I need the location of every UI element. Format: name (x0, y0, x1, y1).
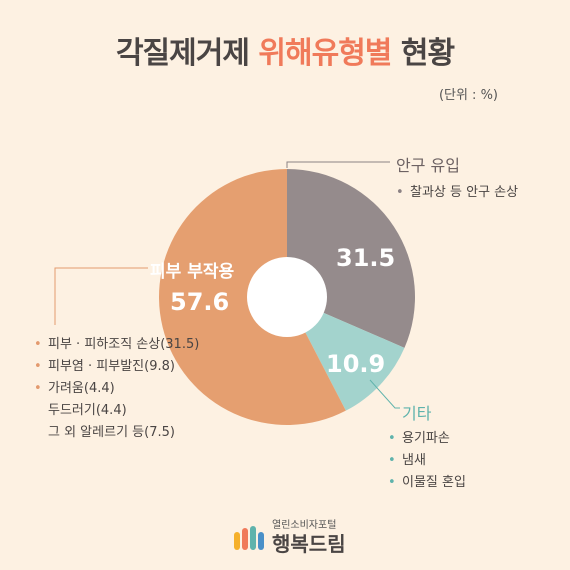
list-item: • 용기파손 (388, 428, 466, 450)
list-item: • 이물질 혼입 (388, 472, 466, 494)
eye-category-title: 안구 유입 (396, 156, 460, 175)
brand-name: 행복드림 (272, 532, 346, 556)
chart-title: 각질제거제 위해유형별 현황 (0, 28, 570, 72)
other-category-title: 기타 (402, 404, 432, 423)
skin-detail-list: • 피부 · 피하조직 손상(31.5) • 피부염 · 피부발진(9.8) •… (34, 334, 199, 444)
eye-value-label: 31.5 (336, 244, 396, 272)
title-suffix: 현황 (400, 36, 455, 71)
title-prefix: 각질제거제 (115, 36, 250, 71)
bullet-icon: • (34, 359, 42, 374)
list-item: 두드러기(4.4) (48, 403, 127, 418)
leader-line-eye (286, 161, 390, 168)
other-detail-list: • 용기파손 • 냄새 • 이물질 혼입 (388, 428, 466, 494)
slice-other (287, 297, 405, 411)
brand-subtitle: 열린소비자포털 (272, 520, 337, 531)
list-item: • 가려움(4.4) (34, 378, 199, 400)
bullet-icon: • (34, 337, 42, 352)
brand-logo: 열린소비자포털 행복드림 (232, 520, 346, 556)
eye-detail-list: • 찰과상 등 안구 손상 (396, 182, 518, 204)
bullet-icon: • (388, 453, 396, 468)
bullet-icon: • (388, 431, 396, 446)
donut-hole (247, 257, 327, 337)
list-item: • 냄새 (388, 450, 466, 472)
bullet-icon: • (396, 185, 404, 200)
skin-value-label: 57.6 (170, 288, 230, 316)
leader-line-skin (54, 267, 148, 325)
list-item: • 피부염 · 피부발진(9.8) (34, 356, 199, 378)
bullet-icon: • (388, 475, 396, 490)
other-value-label: 10.9 (326, 350, 386, 378)
leader-line-other (369, 379, 400, 409)
list-item: 그 외 알레르기 등(7.5) (48, 425, 175, 440)
happy-dream-logo-icon (234, 526, 264, 550)
unit-label: (단위 : %) (438, 88, 498, 103)
title-accent: 위해유형별 (258, 36, 392, 71)
list-item: • 피부 · 피하조직 손상(31.5) (34, 334, 199, 356)
bullet-icon: • (34, 381, 42, 396)
list-item: • 찰과상 등 안구 손상 (396, 182, 518, 204)
skin-category-title: 피부 부작용 (150, 262, 235, 282)
